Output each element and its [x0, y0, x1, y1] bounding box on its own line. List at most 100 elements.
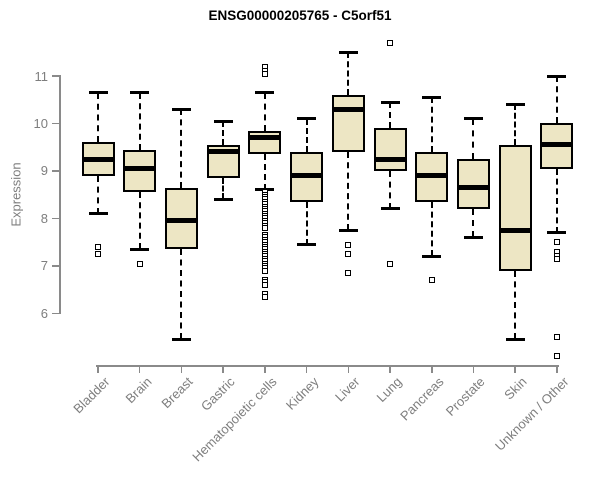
y-axis-tick [52, 75, 59, 77]
upper-whisker-cap [463, 117, 483, 121]
median-line [250, 135, 280, 141]
lower-whisker-cap [88, 212, 108, 216]
lower-whisker-line [305, 201, 308, 245]
x-axis-tick [180, 366, 183, 373]
x-axis-tick [431, 366, 433, 373]
outlier-point [553, 255, 560, 262]
y-axis-tick [52, 122, 59, 125]
y-axis-tick-label: 11 [34, 68, 49, 84]
lower-whisker-line [138, 192, 141, 250]
median-line [166, 218, 196, 224]
median-line [125, 166, 155, 172]
lower-whisker-cap [422, 254, 442, 258]
x-axis-tick [138, 366, 141, 373]
outlier-point [261, 267, 268, 274]
x-axis-tick [347, 366, 350, 373]
x-axis-tick [222, 366, 224, 373]
upper-whisker-line [138, 92, 141, 150]
y-axis-tick [52, 312, 59, 315]
outlier-point [261, 281, 268, 288]
lower-whisker-line [222, 178, 225, 200]
lower-whisker-cap [171, 337, 191, 341]
upper-whisker-line [222, 121, 225, 145]
median-line [500, 227, 530, 233]
outlier-point [553, 239, 560, 246]
outlier-point [95, 251, 101, 257]
box-liver [331, 94, 365, 152]
outlier-point [387, 260, 394, 267]
outlier-point [553, 353, 560, 360]
upper-whisker-cap [88, 91, 108, 95]
median-line [83, 156, 113, 162]
upper-whisker-cap [130, 91, 150, 95]
outlier-point [345, 251, 352, 257]
y-axis-tick [52, 265, 59, 267]
upper-whisker-line [180, 109, 183, 188]
upper-whisker-line [430, 97, 433, 152]
outlier-point [345, 241, 352, 248]
outlier-point [345, 270, 352, 276]
lower-whisker-cap [505, 337, 525, 341]
upper-whisker-line [263, 92, 266, 131]
lower-whisker-line [347, 151, 350, 231]
upper-whisker-line [514, 104, 517, 145]
box-prostate [456, 159, 490, 209]
upper-whisker-cap [171, 107, 191, 111]
median-line [458, 185, 488, 191]
lower-whisker-cap [338, 228, 358, 232]
median-line [542, 142, 572, 148]
lower-whisker-line [389, 170, 392, 209]
lower-whisker-line [97, 175, 99, 214]
median-line [417, 173, 447, 179]
lower-whisker-cap [213, 197, 233, 201]
upper-whisker-line [555, 76, 558, 124]
box-lung [373, 128, 407, 171]
outlier-point [428, 277, 435, 284]
x-axis-tick [305, 366, 308, 373]
outlier-point [136, 260, 143, 267]
chart-title: ENSG00000205765 - C5orf51 [208, 8, 392, 23]
y-axis-line [59, 75, 61, 315]
y-axis-tick [52, 217, 59, 220]
lower-whisker-cap [463, 235, 483, 239]
lower-whisker-cap [130, 247, 150, 251]
lower-whisker-line [555, 168, 558, 233]
x-axis-tick [97, 366, 99, 373]
upper-whisker-cap [213, 119, 233, 123]
outlier-point [387, 39, 394, 46]
upper-whisker-line [472, 118, 475, 160]
upper-whisker-cap [380, 100, 400, 104]
median-line [292, 173, 322, 179]
lower-whisker-cap [297, 243, 317, 247]
x-axis-tick [556, 366, 558, 373]
median-line [208, 149, 238, 155]
outlier-point [261, 70, 268, 77]
x-axis-tick [389, 366, 391, 373]
y-axis-tick-label: 7 [40, 258, 48, 274]
upper-whisker-line [305, 118, 308, 152]
lower-whisker-cap [380, 207, 400, 211]
y-axis-tick [52, 170, 59, 172]
upper-whisker-cap [422, 95, 442, 99]
lower-whisker-line [180, 249, 183, 340]
upper-whisker-line [389, 102, 392, 129]
x-axis-line [96, 365, 559, 367]
y-axis-tick-label: 9 [40, 163, 48, 179]
upper-whisker-line [97, 92, 99, 143]
x-axis-tick [472, 366, 475, 373]
lower-whisker-line [430, 201, 433, 257]
upper-whisker-cap [297, 117, 317, 121]
y-axis-tick-label: 10 [33, 115, 48, 131]
x-axis-tick [264, 366, 266, 373]
outlier-point [553, 334, 560, 341]
y-axis-tick-label: 6 [40, 305, 48, 321]
median-line [375, 156, 405, 162]
upper-whisker-cap [505, 102, 525, 106]
lower-whisker-line [472, 208, 475, 238]
outlier-point [261, 293, 268, 300]
upper-whisker-cap [255, 91, 275, 95]
outlier-point [95, 243, 101, 250]
lower-whisker-cap [547, 231, 567, 235]
box-hematopoietic-cells [248, 130, 282, 155]
